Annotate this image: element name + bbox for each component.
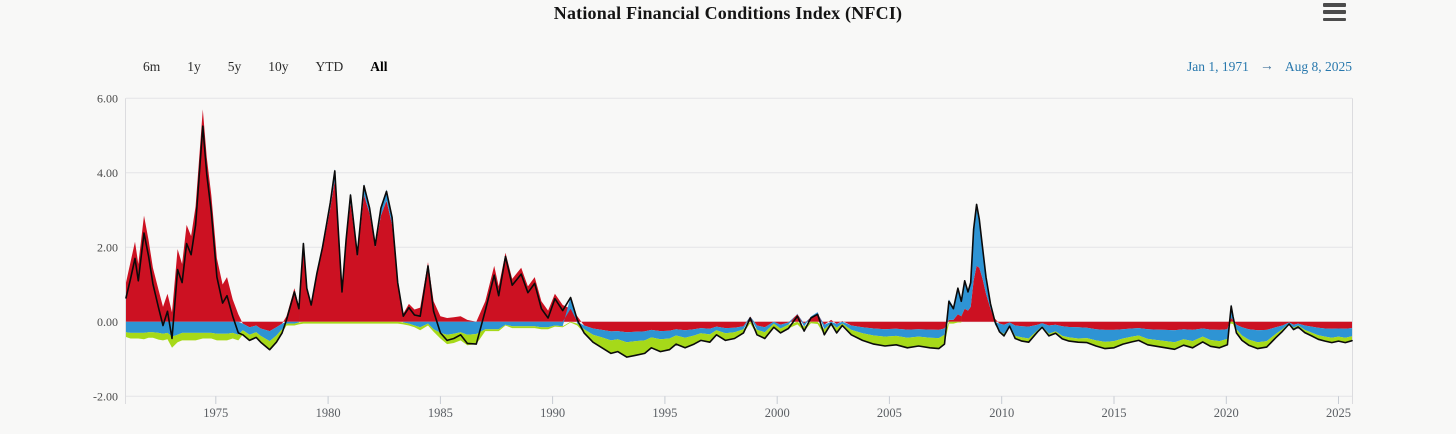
x-tick-label-1990: 1990: [540, 406, 565, 420]
nfci-total-line: [125, 125, 1353, 358]
start-date[interactable]: Jan 1, 1971: [1187, 59, 1249, 74]
hamburger-bar: [1323, 3, 1346, 7]
arrow-right-icon: →: [1259, 59, 1274, 74]
x-tick-label-1975: 1975: [203, 406, 228, 420]
hamburger-bar: [1323, 10, 1346, 14]
x-tick-label-1995: 1995: [652, 406, 677, 420]
x-tick-label-1985: 1985: [428, 406, 453, 420]
x-tick-label-2015: 2015: [1102, 406, 1127, 420]
y-tick-label-4.00: 4.00: [97, 166, 118, 180]
x-tick-label-2000: 2000: [765, 406, 790, 420]
x-tick-label-2020: 2020: [1214, 406, 1239, 420]
y-tick-label-2.00: 2.00: [97, 240, 118, 254]
x-tick-label-1980: 1980: [316, 406, 341, 420]
range-button-ytd[interactable]: YTD: [315, 59, 344, 74]
page-title: National Financial Conditions Index (NFC…: [553, 3, 903, 23]
y-tick-label-6.00: 6.00: [97, 91, 118, 105]
range-button-1y[interactable]: 1y: [187, 59, 201, 74]
y-tick-label--2.00: -2.00: [93, 389, 118, 403]
end-date[interactable]: Aug 8, 2025: [1284, 59, 1352, 74]
y-tick-label-0.00: 0.00: [97, 315, 118, 329]
range-button-all[interactable]: All: [370, 59, 388, 74]
x-tick-label-2010: 2010: [989, 406, 1014, 420]
range-button-10y[interactable]: 10y: [268, 59, 289, 74]
x-tick-label-2025: 2025: [1326, 406, 1351, 420]
date-range-picker[interactable]: Jan 1, 1971 → Aug 8, 2025: [1187, 59, 1352, 75]
range-selector: 6m 1y 5y 10y YTD All: [143, 59, 388, 75]
hamburger-menu-icon[interactable]: [1323, 3, 1346, 21]
range-button-5y[interactable]: 5y: [227, 59, 242, 74]
hamburger-bar: [1323, 17, 1346, 21]
range-button-6m[interactable]: 6m: [143, 59, 161, 74]
x-tick-label-2005: 2005: [877, 406, 902, 420]
